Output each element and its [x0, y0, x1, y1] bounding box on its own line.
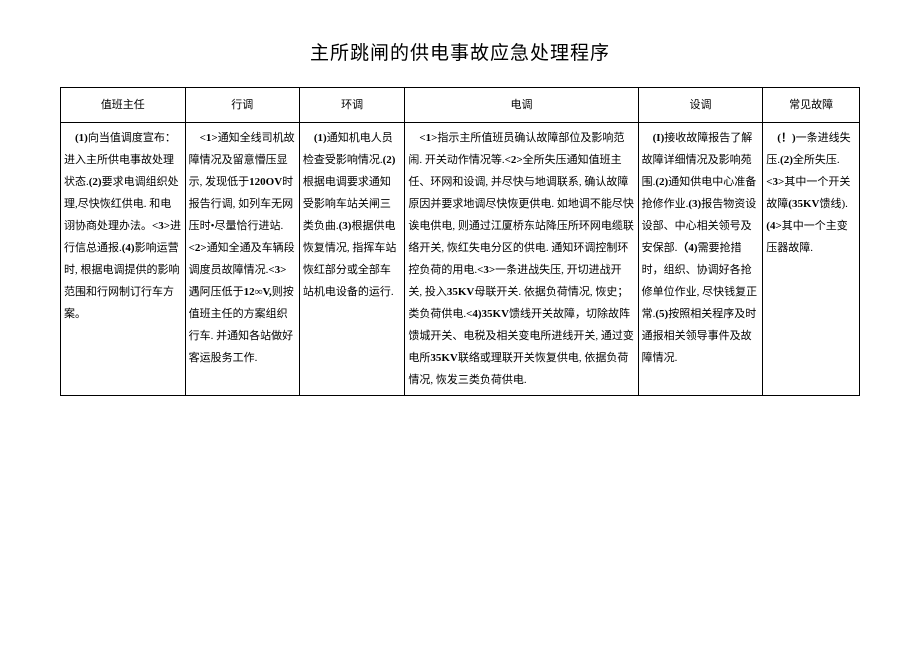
cell-2: (1)通知机电人员检查受影响情况.(2)根据电调要求通知受影响车站关闸三类负曲.…: [299, 123, 404, 396]
cell-3: <1>指示主所值班员确认故障部位及影响范闹. 开关动作情况等.<2>全所失压通知…: [405, 123, 638, 396]
header-2: 环调: [299, 88, 404, 123]
header-1: 行调: [185, 88, 299, 123]
header-5: 常见故障: [763, 88, 860, 123]
procedure-table: 值班主任 行调 环调 电调 设调 常见故障 (1)向当值调度宣布：进入主所供电事…: [60, 87, 860, 396]
page-title: 主所跳闸的供电事故应急处理程序: [60, 38, 860, 65]
cell-0: (1)向当值调度宣布：进入主所供电事故处理状态.(2)要求电调组织处理,尽快恢红…: [61, 123, 186, 396]
header-0: 值班主任: [61, 88, 186, 123]
header-3: 电调: [405, 88, 638, 123]
cell-1: <1>通知全线司机故障情况及留意懵压显示, 发现低于120OV时报告行调, 如列…: [185, 123, 299, 396]
cell-5: (！)一条进线失压.(2)全所失压.<3>其中一个开关故障(35KV馈线).(4…: [763, 123, 860, 396]
body-row: (1)向当值调度宣布：进入主所供电事故处理状态.(2)要求电调组织处理,尽快恢红…: [61, 123, 860, 396]
cell-4: (I)接收故障报告了解故障详细情况及影响苑围.(2)通知供电中心准备抢修作业.(…: [638, 123, 763, 396]
header-row: 值班主任 行调 环调 电调 设调 常见故障: [61, 88, 860, 123]
header-4: 设调: [638, 88, 763, 123]
